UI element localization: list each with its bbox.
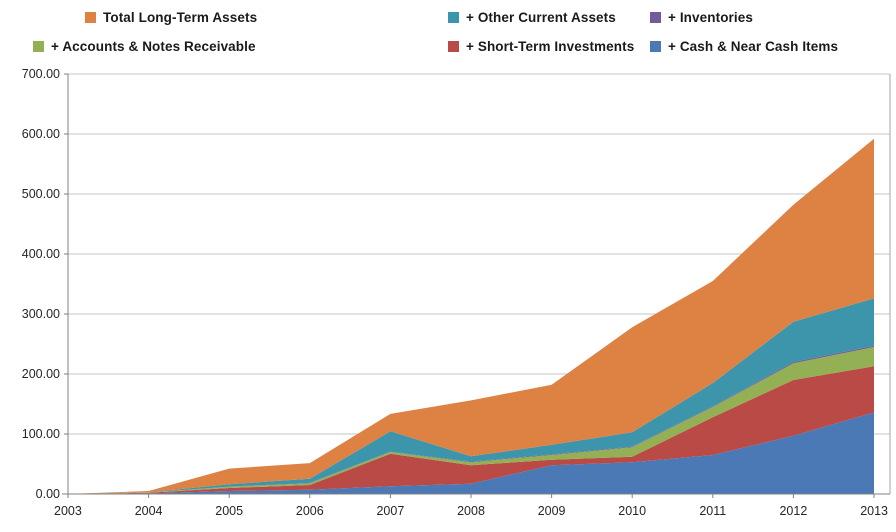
y-axis-tick-label: 100.00 xyxy=(22,427,60,441)
area-band-1 xyxy=(68,366,874,494)
x-axis-tick-label: 2013 xyxy=(860,504,888,518)
legend-other-current-assets-swatch-icon xyxy=(448,11,459,23)
x-axis-tick-label: 2010 xyxy=(618,504,646,518)
x-axis-tick-label: 2006 xyxy=(296,504,324,518)
y-axis-tick-label: 0.00 xyxy=(36,487,60,501)
area-band-0 xyxy=(68,412,874,494)
legend-cash-near-cash-items-label: + Cash & Near Cash Items xyxy=(668,38,839,54)
x-axis-tick-label: 2007 xyxy=(376,504,404,518)
legend-other-current-assets-label: + Other Current Assets xyxy=(466,9,616,25)
y-axis-tick-label: 500.00 xyxy=(22,187,60,201)
legend-inventories: + Inventories xyxy=(650,7,753,27)
legend-short-term-investments-label: + Short-Term Investments xyxy=(466,38,635,54)
x-axis-tick-label: 2012 xyxy=(779,504,807,518)
legend-cash-near-cash-items: + Cash & Near Cash Items xyxy=(650,36,838,56)
area-band-5 xyxy=(68,138,874,495)
x-axis-tick-label: 2003 xyxy=(54,504,82,518)
legend-inventories-swatch-icon xyxy=(650,11,661,23)
legend-cash-near-cash-items-swatch-icon xyxy=(650,40,661,52)
y-axis-tick-label: 600.00 xyxy=(22,127,60,141)
x-axis-tick-label: 2008 xyxy=(457,504,485,518)
legend-accounts-notes-receivable: + Accounts & Notes Receivable xyxy=(33,36,256,56)
legend-other-current-assets: + Other Current Assets xyxy=(448,7,616,27)
legend-total-long-term-assets-swatch-icon xyxy=(85,11,96,23)
legend-short-term-investments-swatch-icon xyxy=(448,40,459,52)
chart-legend: Total Long-Term Assets + Other Current As… xyxy=(0,0,896,62)
y-axis-tick-label: 700.00 xyxy=(22,67,60,81)
x-axis-tick-label: 2009 xyxy=(538,504,566,518)
legend-short-term-investments: + Short-Term Investments xyxy=(448,36,634,56)
legend-total-long-term-assets-label: Total Long-Term Assets xyxy=(103,9,258,25)
x-axis-tick-label: 2011 xyxy=(699,504,726,518)
legend-total-long-term-assets: Total Long-Term Assets xyxy=(85,7,257,27)
x-axis-tick-label: 2004 xyxy=(135,504,163,518)
area-band-4 xyxy=(68,298,874,494)
area-band-2 xyxy=(68,347,874,494)
y-axis-tick-label: 300.00 xyxy=(22,307,60,321)
legend-accounts-notes-receivable-swatch-icon xyxy=(33,40,44,52)
legend-inventories-label: + Inventories xyxy=(668,9,753,25)
x-axis-tick-label: 2005 xyxy=(215,504,243,518)
legend-accounts-notes-receivable-label: + Accounts & Notes Receivable xyxy=(51,38,256,54)
y-axis-tick-label: 200.00 xyxy=(22,367,60,381)
y-axis-tick-label: 400.00 xyxy=(22,247,60,261)
